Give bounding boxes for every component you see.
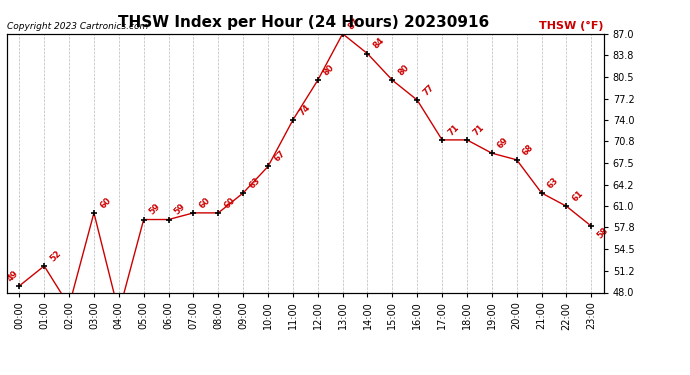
- Text: 63: 63: [247, 176, 262, 190]
- Text: 60: 60: [98, 195, 112, 210]
- Text: 60: 60: [222, 195, 237, 210]
- Text: 80: 80: [322, 63, 337, 77]
- Text: 67: 67: [272, 149, 287, 164]
- Text: 60: 60: [197, 195, 212, 210]
- Text: 59: 59: [148, 202, 162, 217]
- Text: 52: 52: [48, 249, 63, 263]
- Text: 61: 61: [571, 189, 585, 204]
- Text: 63: 63: [546, 176, 560, 190]
- Text: 87: 87: [347, 16, 362, 31]
- Text: 71: 71: [446, 123, 461, 137]
- Text: 58: 58: [595, 225, 610, 240]
- Text: 59: 59: [172, 202, 187, 217]
- Text: 74: 74: [297, 103, 312, 117]
- Text: 46: 46: [0, 374, 1, 375]
- Text: 45: 45: [0, 374, 1, 375]
- Text: 84: 84: [372, 36, 386, 51]
- Text: Copyright 2023 Cartronics.com: Copyright 2023 Cartronics.com: [7, 22, 148, 31]
- Text: 77: 77: [422, 83, 436, 98]
- Text: 49: 49: [6, 268, 20, 283]
- Text: 69: 69: [496, 136, 511, 150]
- Text: 68: 68: [521, 142, 535, 157]
- Text: THSW Index per Hour (24 Hours) 20230916: THSW Index per Hour (24 Hours) 20230916: [118, 15, 489, 30]
- Text: THSW (°F): THSW (°F): [540, 21, 604, 31]
- Text: 71: 71: [471, 123, 486, 137]
- Text: 80: 80: [397, 63, 411, 77]
